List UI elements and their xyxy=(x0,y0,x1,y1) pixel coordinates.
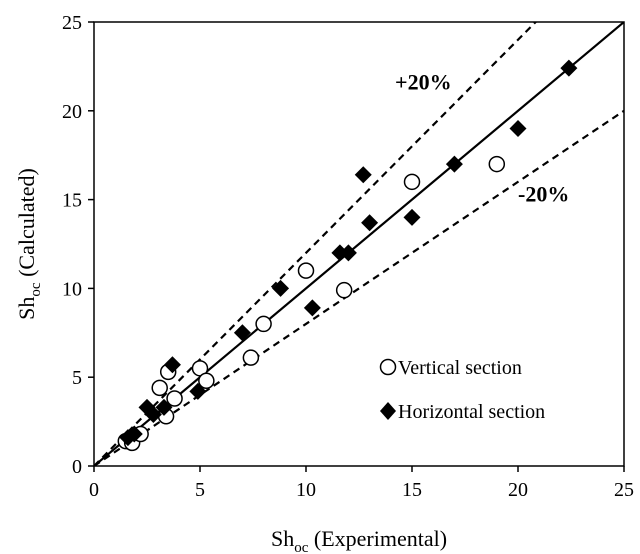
x-axis-label-subscript: oc xyxy=(294,540,309,554)
horizontal-section-point xyxy=(189,382,207,400)
vertical-section-point xyxy=(198,372,215,390)
x-tick-label: 10 xyxy=(296,479,316,501)
vertical-section-point xyxy=(166,390,183,407)
x-tick-label: 15 xyxy=(402,479,422,501)
vertical-section-point xyxy=(297,262,315,279)
horizontal-section-point xyxy=(272,279,290,297)
legend-marker-vertical-section xyxy=(379,358,397,376)
horizontal-section-point xyxy=(445,155,463,173)
horizontal-section-point xyxy=(354,166,372,184)
y-tick-label: 0 xyxy=(72,456,82,478)
y-axis-label: Shoc (Calculated) xyxy=(14,168,44,320)
horizontal-section-point xyxy=(144,405,162,423)
y-tick-label: 15 xyxy=(62,190,82,212)
y-tick-label: 25 xyxy=(62,12,82,34)
horizontal-section-point xyxy=(403,208,421,226)
plot-frame xyxy=(93,21,625,467)
x-tick-label: 25 xyxy=(614,479,634,501)
x-axis-label: Shoc (Experimental) xyxy=(271,526,447,554)
horizontal-section-point xyxy=(509,120,527,138)
reference-lines xyxy=(94,22,624,466)
vertical-section-point xyxy=(255,315,272,333)
y-axis-label-rest: (Calculated) xyxy=(14,168,39,282)
annotations: +20% -20% xyxy=(395,69,569,206)
vertical-section-point xyxy=(335,281,353,299)
x-tick-label: 20 xyxy=(508,479,528,501)
legend-label-horizontal-section: Horizontal section xyxy=(398,401,545,423)
y-tick-label: 10 xyxy=(62,278,82,300)
lower-bound-line xyxy=(94,109,624,466)
legend-marker-horizontal-section xyxy=(380,402,396,420)
y-axis-label-subscript: oc xyxy=(28,282,44,297)
legend-label-vertical-section: Vertical section xyxy=(398,357,522,379)
vertical-section-point xyxy=(488,155,506,173)
vertical-section-point xyxy=(242,349,260,366)
y-axis: 0 5 10 15 20 25 xyxy=(62,12,94,478)
x-axis: 0 5 10 15 20 25 xyxy=(89,466,634,501)
horizontal-section-point xyxy=(361,214,379,232)
x-axis-label-rest: (Experimental) xyxy=(308,526,447,551)
data-points xyxy=(117,59,578,452)
horizontal-section-point xyxy=(163,356,181,374)
upper-bound-line xyxy=(94,22,538,466)
legend: Vertical section Horizontal section xyxy=(379,357,545,423)
annotation-label: +20% xyxy=(395,69,452,94)
y-axis-label-main: Sh xyxy=(14,297,39,320)
parity-line xyxy=(94,22,624,466)
horizontal-section-point xyxy=(339,244,357,262)
horizontal-section-point xyxy=(125,425,143,443)
vertical-section-point xyxy=(151,379,168,397)
horizontal-section-point xyxy=(155,398,173,416)
y-tick-label: 5 xyxy=(72,367,82,389)
y-tick-label: 20 xyxy=(62,101,82,123)
horizontal-section-point xyxy=(303,299,321,317)
horizontal-section-point xyxy=(560,59,578,77)
x-axis-label-main: Sh xyxy=(271,526,294,551)
x-tick-label: 5 xyxy=(195,479,205,501)
x-tick-label: 0 xyxy=(89,479,99,501)
horizontal-section-point xyxy=(233,324,251,342)
vertical-section-point xyxy=(403,173,421,191)
annotation-label: -20% xyxy=(518,181,569,206)
